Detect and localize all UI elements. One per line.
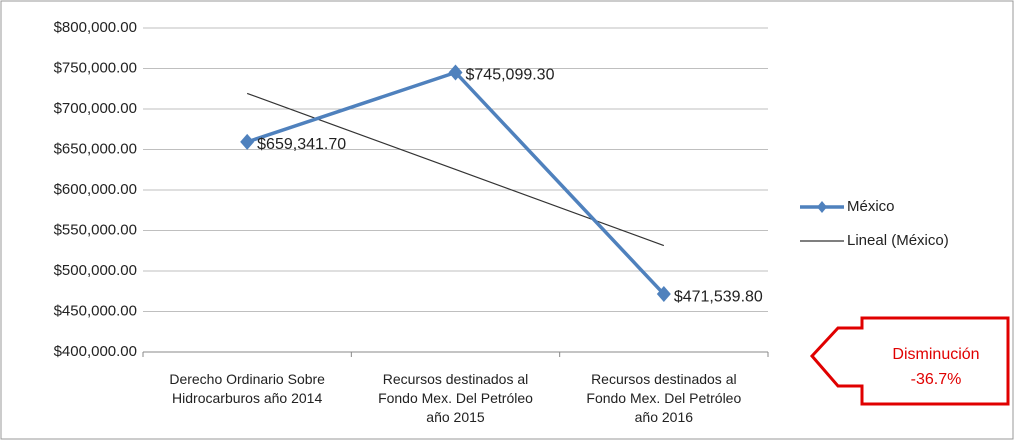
x-tick-label: Derecho Ordinario Sobre Hidrocarburos añ… (169, 371, 325, 406)
y-tick-label: $750,000.00 (54, 59, 137, 76)
marker (656, 286, 671, 303)
y-tick-label: $550,000.00 (54, 221, 137, 238)
data-label: $471,539.80 (674, 288, 763, 305)
y-tick-label: $450,000.00 (54, 302, 137, 319)
data-label: $745,099.30 (466, 67, 555, 84)
y-tick-label: $400,000.00 (54, 343, 137, 360)
y-tick-label: $600,000.00 (54, 181, 137, 198)
x-tick-label: Recursos destinados al Fondo Mex. Del Pe… (378, 371, 533, 425)
legend-marker (817, 201, 827, 213)
legend-label: Lineal (México) (847, 232, 949, 249)
callout (809, 316, 1010, 406)
y-tick-label: $800,000.00 (54, 19, 137, 36)
legend-label: México (847, 198, 895, 215)
y-tick-label: $650,000.00 (54, 140, 137, 157)
annotation: Disminución (892, 346, 979, 363)
x-tick-label: Recursos destinados al Fondo Mex. Del Pe… (586, 371, 742, 425)
data-label: $659,341.70 (257, 136, 346, 153)
y-tick-label: $500,000.00 (54, 262, 137, 279)
marker (240, 133, 255, 150)
annotation: -36.7% (911, 371, 962, 388)
y-tick-label: $700,000.00 (54, 100, 137, 117)
marker (448, 64, 463, 81)
